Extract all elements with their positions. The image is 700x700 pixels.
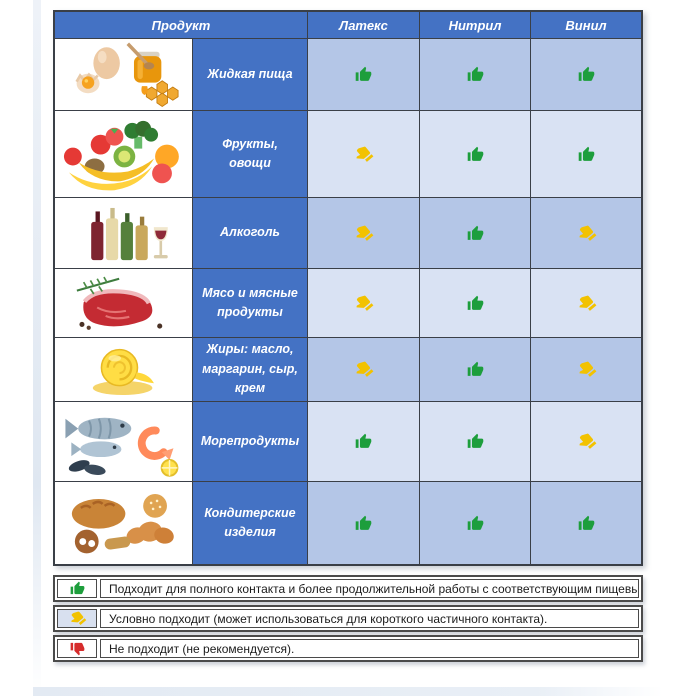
- thumb-tilted-yellow-icon: [579, 361, 596, 377]
- thumb-up-green-icon: [355, 515, 372, 530]
- legend-text-suitable: Подходит для полного контакта и более пр…: [100, 579, 639, 598]
- nitrile-rating-cell: [420, 198, 530, 268]
- page-edge-left: [33, 0, 41, 694]
- legend-row-unsuitable: Не подходит (не рекомендуется).: [53, 635, 643, 662]
- vinyl-rating-cell: [531, 39, 641, 110]
- thumb-up-green-icon: [467, 515, 483, 530]
- nitrile-rating-cell: [420, 269, 530, 337]
- nitrile-rating-cell: [420, 39, 530, 110]
- nitrile-rating-cell: [420, 338, 530, 401]
- legend-row-conditional: Условно подходит (может использоваться д…: [53, 605, 643, 632]
- thumb-up-green-icon: [57, 579, 97, 598]
- seafood-photo: [65, 417, 179, 477]
- product-label-cell: Фрукты, овощи: [193, 111, 307, 197]
- thumb-tilted-yellow-icon: [356, 146, 374, 162]
- thumb-tilted-yellow-icon: [579, 295, 596, 311]
- product-label: Морепродукты: [200, 433, 300, 448]
- latex-rating-cell: [308, 198, 419, 268]
- product-label-cell: Жидкая пища: [193, 39, 307, 110]
- vinyl-rating-cell: [531, 111, 641, 197]
- thumb-up-green-icon: [467, 361, 483, 376]
- vinyl-rating-cell: [531, 198, 641, 268]
- product-label-cell: Алкоголь: [193, 198, 307, 268]
- fruits-vegetables-photo: [64, 121, 179, 191]
- header-nitrile: Нитрил: [420, 12, 530, 38]
- product-label: Фрукты, овощи: [222, 136, 278, 170]
- alcohol-photo: [91, 207, 168, 260]
- thumb-up-green-icon: [355, 66, 372, 81]
- legend-text-conditional: Условно подходит (может использоваться д…: [100, 609, 639, 628]
- product-label-cell: Жиры: масло, маргарин, сыр, крем: [193, 338, 307, 401]
- header-latex: Латекс: [308, 12, 419, 38]
- legend-text-unsuitable: Не подходит (не рекомендуется).: [100, 639, 639, 658]
- thumb-up-green-icon: [467, 225, 483, 240]
- thumb-up-green-icon: [467, 295, 483, 310]
- header-vinyl: Винил: [531, 12, 641, 38]
- nitrile-rating-cell: [420, 111, 530, 197]
- latex-rating-cell: [308, 39, 419, 110]
- thumb-up-green-icon: [578, 146, 594, 161]
- product-photo-cell: [55, 482, 192, 564]
- product-photo-cell: [55, 39, 192, 110]
- product-label: Мясо и мясные продукты: [202, 285, 298, 319]
- latex-rating-cell: [308, 482, 419, 564]
- nitrile-rating-cell: [420, 482, 530, 564]
- header-product: Продукт: [55, 12, 307, 38]
- product-label-cell: Кондитерские изделия: [193, 482, 307, 564]
- thumb-down-red-icon: [70, 642, 84, 656]
- thumb-tilted-yellow-icon: [356, 361, 374, 377]
- thumb-up-green-icon: [70, 581, 84, 595]
- thumb-up-green-icon: [355, 433, 372, 448]
- thumb-up-green-icon: [578, 515, 594, 530]
- vinyl-rating-cell: [531, 402, 641, 481]
- thumb-down-red-icon: [57, 639, 97, 658]
- product-label: Кондитерские изделия: [204, 505, 296, 539]
- vinyl-rating-cell: [531, 269, 641, 337]
- thumb-tilted-yellow-icon: [579, 433, 596, 449]
- thumb-up-green-icon: [467, 66, 483, 81]
- product-label: Алкоголь: [220, 225, 280, 240]
- thumb-up-green-icon: [578, 66, 594, 81]
- butter-fats-photo: [92, 348, 155, 395]
- product-label-cell: Морепродукты: [193, 402, 307, 481]
- product-photo-cell: [55, 269, 192, 337]
- page-edge-bottom: [33, 687, 663, 696]
- product-label: Жидкая пища: [207, 66, 293, 81]
- product-photo-cell: [55, 338, 192, 401]
- thumb-up-green-icon: [467, 433, 483, 448]
- vinyl-rating-cell: [531, 482, 641, 564]
- product-photo-cell: [55, 111, 192, 197]
- legend: Подходит для полного контакта и более пр…: [53, 575, 643, 665]
- thumb-up-green-icon: [467, 146, 483, 161]
- thumb-tilted-yellow-icon: [356, 295, 374, 311]
- latex-rating-cell: [308, 338, 419, 401]
- product-label-cell: Мясо и мясные продукты: [193, 269, 307, 337]
- product-photo-cell: [55, 198, 192, 268]
- latex-rating-cell: [308, 111, 419, 197]
- eggs-honey-photo: [75, 42, 179, 107]
- thumb-tilted-yellow-icon: [579, 225, 596, 241]
- thumb-tilted-yellow-icon: [356, 225, 374, 241]
- latex-rating-cell: [308, 269, 419, 337]
- latex-rating-cell: [308, 402, 419, 481]
- product-photo-cell: [55, 402, 192, 481]
- confectionery-photo: [71, 494, 174, 554]
- thumb-tilted-yellow-icon: [70, 611, 86, 625]
- meat-photo: [76, 276, 163, 330]
- product-label: Жиры: масло, маргарин, сыр, крем: [202, 342, 298, 396]
- vinyl-rating-cell: [531, 338, 641, 401]
- legend-row-suitable: Подходит для полного контакта и более пр…: [53, 575, 643, 602]
- products-table: Продукт Латекс Нитрил Винил Жидкая пища: [53, 10, 643, 566]
- thumb-tilted-yellow-icon: [57, 609, 97, 628]
- nitrile-rating-cell: [420, 402, 530, 481]
